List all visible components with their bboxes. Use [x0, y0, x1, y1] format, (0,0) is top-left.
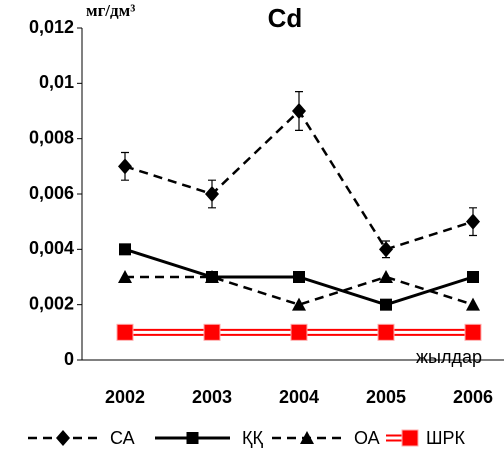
y-tick-label: 0,012: [29, 17, 74, 37]
y-tick-label: 0,008: [29, 127, 74, 147]
marker: [464, 323, 482, 341]
marker: [466, 297, 480, 311]
x-tick-label: 2005: [366, 387, 406, 407]
marker: [203, 323, 221, 341]
y-tick-label: 0,006: [29, 183, 74, 203]
series-line: [124, 109, 474, 251]
legend-marker: [401, 429, 419, 447]
legend-marker: [186, 432, 199, 444]
marker: [205, 270, 219, 283]
legend-label: ОА: [354, 428, 380, 448]
legend-marker: [300, 431, 314, 444]
marker: [467, 271, 479, 283]
marker: [290, 323, 308, 341]
marker: [118, 270, 132, 283]
x-tick-label: 2003: [192, 387, 232, 407]
y-tick-label: 0: [64, 349, 74, 369]
legend-label: ҚҚ: [242, 428, 263, 448]
x-tick-label: 2006: [453, 387, 493, 407]
marker: [119, 243, 131, 256]
marker: [293, 271, 305, 283]
marker: [379, 270, 393, 283]
chart-title: Cd: [268, 3, 303, 33]
y-tick-label: 0,004: [29, 238, 74, 258]
y-axis-label: мг/дм³: [86, 1, 135, 20]
marker: [377, 323, 395, 341]
legend-label: ШРК: [426, 428, 466, 448]
marker: [380, 298, 392, 311]
marker: [118, 158, 132, 175]
marker: [292, 103, 306, 119]
marker: [205, 186, 219, 202]
y-tick-label: 0,01: [39, 72, 74, 92]
marker: [379, 241, 393, 258]
series-line: [125, 275, 474, 306]
marker: [292, 297, 306, 311]
x-axis-label: жылдар: [416, 347, 482, 367]
y-tick-label: 0,002: [29, 293, 74, 313]
x-tick-label: 2002: [105, 387, 145, 407]
marker: [466, 213, 480, 230]
legend-label: СА: [110, 428, 135, 448]
legend-marker: [56, 430, 70, 446]
marker: [116, 323, 134, 341]
x-tick-label: 2004: [279, 387, 319, 407]
